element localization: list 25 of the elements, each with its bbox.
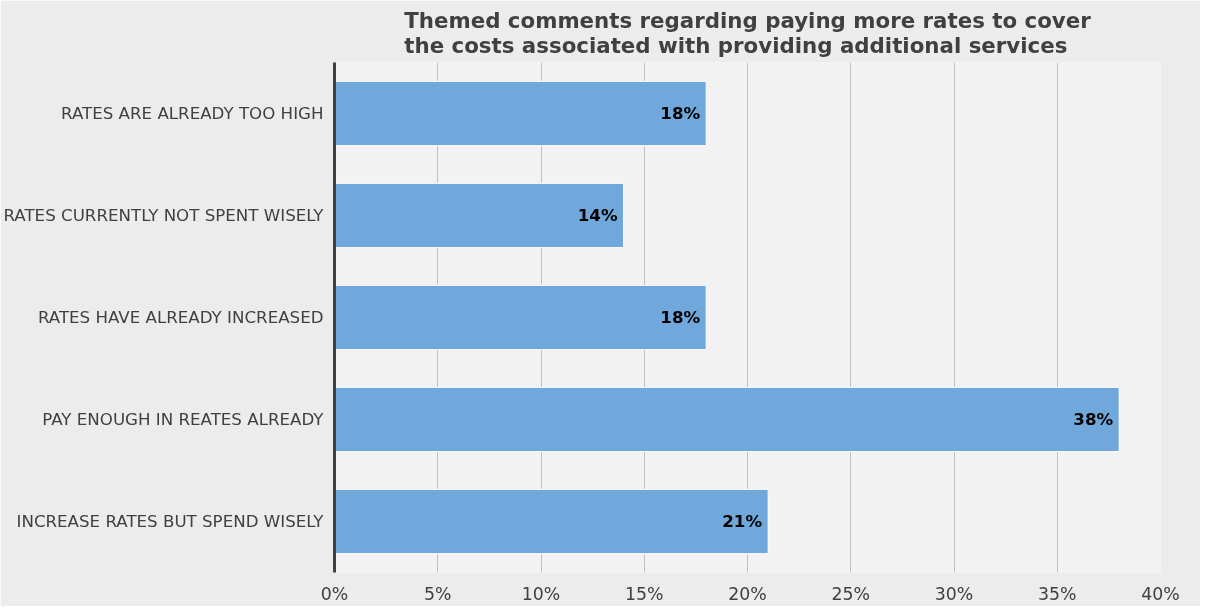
x-tick-label: 35% (1037, 583, 1077, 604)
x-tick-label: 5% (424, 583, 452, 604)
data-label: 21% (722, 512, 763, 531)
y-tick-label: RATES ARE ALREADY TOO HIGH (61, 104, 324, 123)
x-tick-label: 15% (624, 583, 664, 604)
y-tick-label: RATES HAVE ALREADY INCREASED (37, 308, 324, 327)
x-tick-label: 25% (831, 583, 871, 604)
chart-title: Themed comments regarding paying more rates to cover the costs associated with providing additional services (404, 7, 1092, 58)
bar (334, 80, 707, 147)
x-tick-label: 0% (320, 583, 349, 604)
bar (334, 182, 625, 249)
data-label: 18% (660, 308, 701, 327)
x-tick-label: 10% (521, 583, 561, 604)
x-tick-label: 40% (1141, 583, 1180, 604)
bar (334, 284, 707, 351)
data-label: 14% (577, 206, 618, 225)
bar (334, 386, 1120, 453)
bar (334, 488, 769, 555)
y-tick-label: RATES CURRENTLY NOT SPENT WISELY (3, 206, 325, 225)
y-tick-label: PAY ENOUGH IN REATES ALREADY (42, 410, 325, 429)
data-label: 18% (660, 104, 701, 123)
x-tick-label: 20% (728, 583, 767, 604)
data-label: 38% (1073, 410, 1114, 429)
x-tick-label: 30% (934, 583, 974, 604)
y-tick-label: INCREASE RATES BUT SPEND WISELY (16, 512, 325, 531)
